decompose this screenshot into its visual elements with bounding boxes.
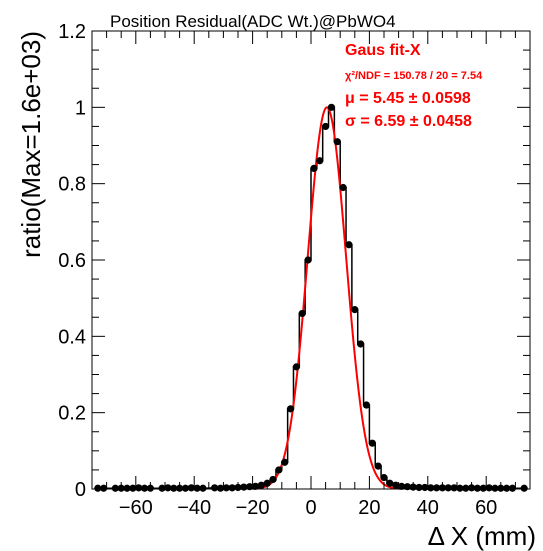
data-point [123,484,131,492]
y-tick-label: 0.2 [58,403,86,425]
data-point [199,484,207,492]
data-point [292,363,300,371]
data-point [333,138,341,146]
data-point [193,484,201,492]
data-point [228,484,236,492]
y-tick-label: 0 [75,479,86,501]
data-point [322,122,330,131]
data-point [251,482,260,490]
data-point [170,484,178,492]
fit-chi2: χ²/NDF = 150.78 / 20 = 7.54 [345,70,483,82]
data-point [450,484,458,492]
data-point [520,484,528,492]
x-tick-label: 60 [475,497,497,519]
fit-title: Gaus fit-X [345,42,421,59]
data-point [386,479,394,487]
data-point [503,484,511,492]
data-point [362,401,371,409]
data-point [222,484,230,492]
data-point [269,475,277,484]
x-tick-label: −60 [119,497,153,519]
data-point [473,484,482,492]
data-point [164,484,172,492]
data-point [427,484,435,492]
data-point [158,484,166,492]
data-point [491,484,499,492]
data-point [508,484,517,492]
data-point [397,482,406,490]
data-point [187,484,195,492]
x-axis-title: Δ X (mm) [428,521,536,551]
data-point [181,484,190,492]
fit-sigma: σ = 6.59 ± 0.0458 [345,113,472,130]
x-tick-label: 0 [305,497,316,519]
data-point [100,484,108,492]
y-tick-label: 1.2 [58,21,86,43]
x-tick-label: −20 [236,497,270,519]
y-tick-label: 0.6 [58,250,86,272]
data-point [304,256,312,264]
data-point [339,183,347,192]
histogram-line [94,106,528,489]
ticks-layer: −60 −40 −20 0 20 40 60 0 0.2 0.4 0.6 0.8 1 1.2 [58,21,531,519]
data-point [368,439,376,447]
data-point [111,484,119,492]
data-point [380,473,388,482]
fit-mu: μ = 5.45 ± 0.0598 [345,90,471,107]
data-point [374,462,382,470]
data-point [432,484,441,492]
data-point [357,340,365,348]
data-point [275,466,283,474]
data-point [140,484,149,492]
y-axis-title: ratio(Max=1.6e+03) [16,31,46,258]
data-point [351,306,359,314]
y-tick-label: 1 [75,97,86,119]
data-point [327,103,336,111]
data-point [310,164,318,172]
data-point [485,484,493,492]
chart-title: Position Residual(ADC Wt.)@PbWO4 [110,12,396,31]
data-point [216,484,225,492]
data-point [281,458,289,466]
data-point [392,481,400,489]
y-tick-label: 0.8 [58,174,86,196]
data-point [316,157,324,165]
plot-layer [94,103,528,492]
data-point [298,309,306,318]
data-point [129,484,137,492]
y-tick-label: 0.4 [58,326,86,348]
x-tick-label: −40 [177,497,211,519]
data-point [444,484,452,492]
data-point [479,484,487,492]
data-point [135,484,143,492]
data-point [94,484,102,492]
data-point [456,484,464,492]
data-point [462,484,470,492]
gaussian-fit-curve [252,106,402,490]
x-tick-label: 40 [417,497,439,519]
data-point [257,481,265,489]
data-point [286,405,295,413]
x-tick-label: 20 [358,497,380,519]
data-point [345,241,353,249]
data-point [211,484,219,492]
